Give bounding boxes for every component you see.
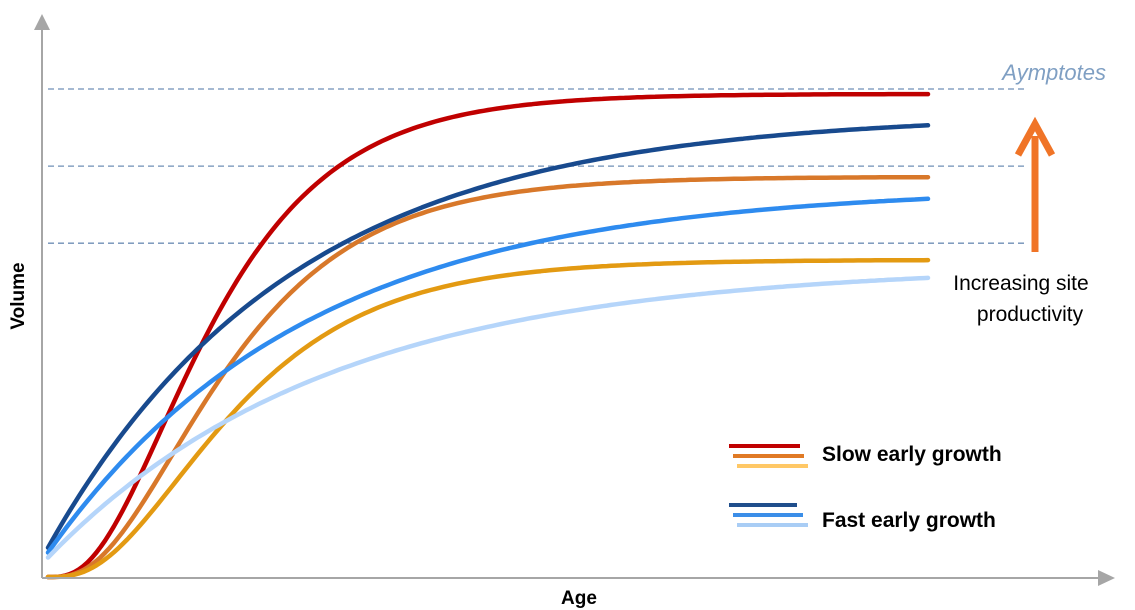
x-axis-arrowhead: [1098, 570, 1115, 586]
legend-group-slow: Slow early growth: [729, 443, 1002, 468]
legend-group-fast: Fast early growth: [729, 503, 996, 532]
annotation-line-1: Increasing site: [953, 272, 1088, 295]
series-line-3: [45, 257, 931, 580]
asymptote-lines: [48, 88, 1025, 244]
series-layer: [45, 91, 931, 580]
series-line-2: [45, 174, 931, 580]
series-line-6: [45, 275, 931, 560]
x-axis-label: Age: [561, 588, 597, 609]
productivity-arrow: [1014, 116, 1056, 252]
legend-label-fast: Fast early growth: [822, 509, 996, 532]
y-axis-arrowhead: [34, 14, 50, 30]
series-line-1: [45, 91, 931, 580]
series-line-4: [45, 123, 931, 550]
y-axis-label: Volume: [8, 262, 29, 329]
series-line-5: [45, 196, 931, 555]
legend: Slow early growth Fast early growth: [729, 443, 1002, 532]
legend-label-slow: Slow early growth: [822, 443, 1002, 466]
asymptote-label: Aymptotes: [1000, 60, 1106, 85]
annotation-line-2: productivity: [977, 303, 1084, 326]
